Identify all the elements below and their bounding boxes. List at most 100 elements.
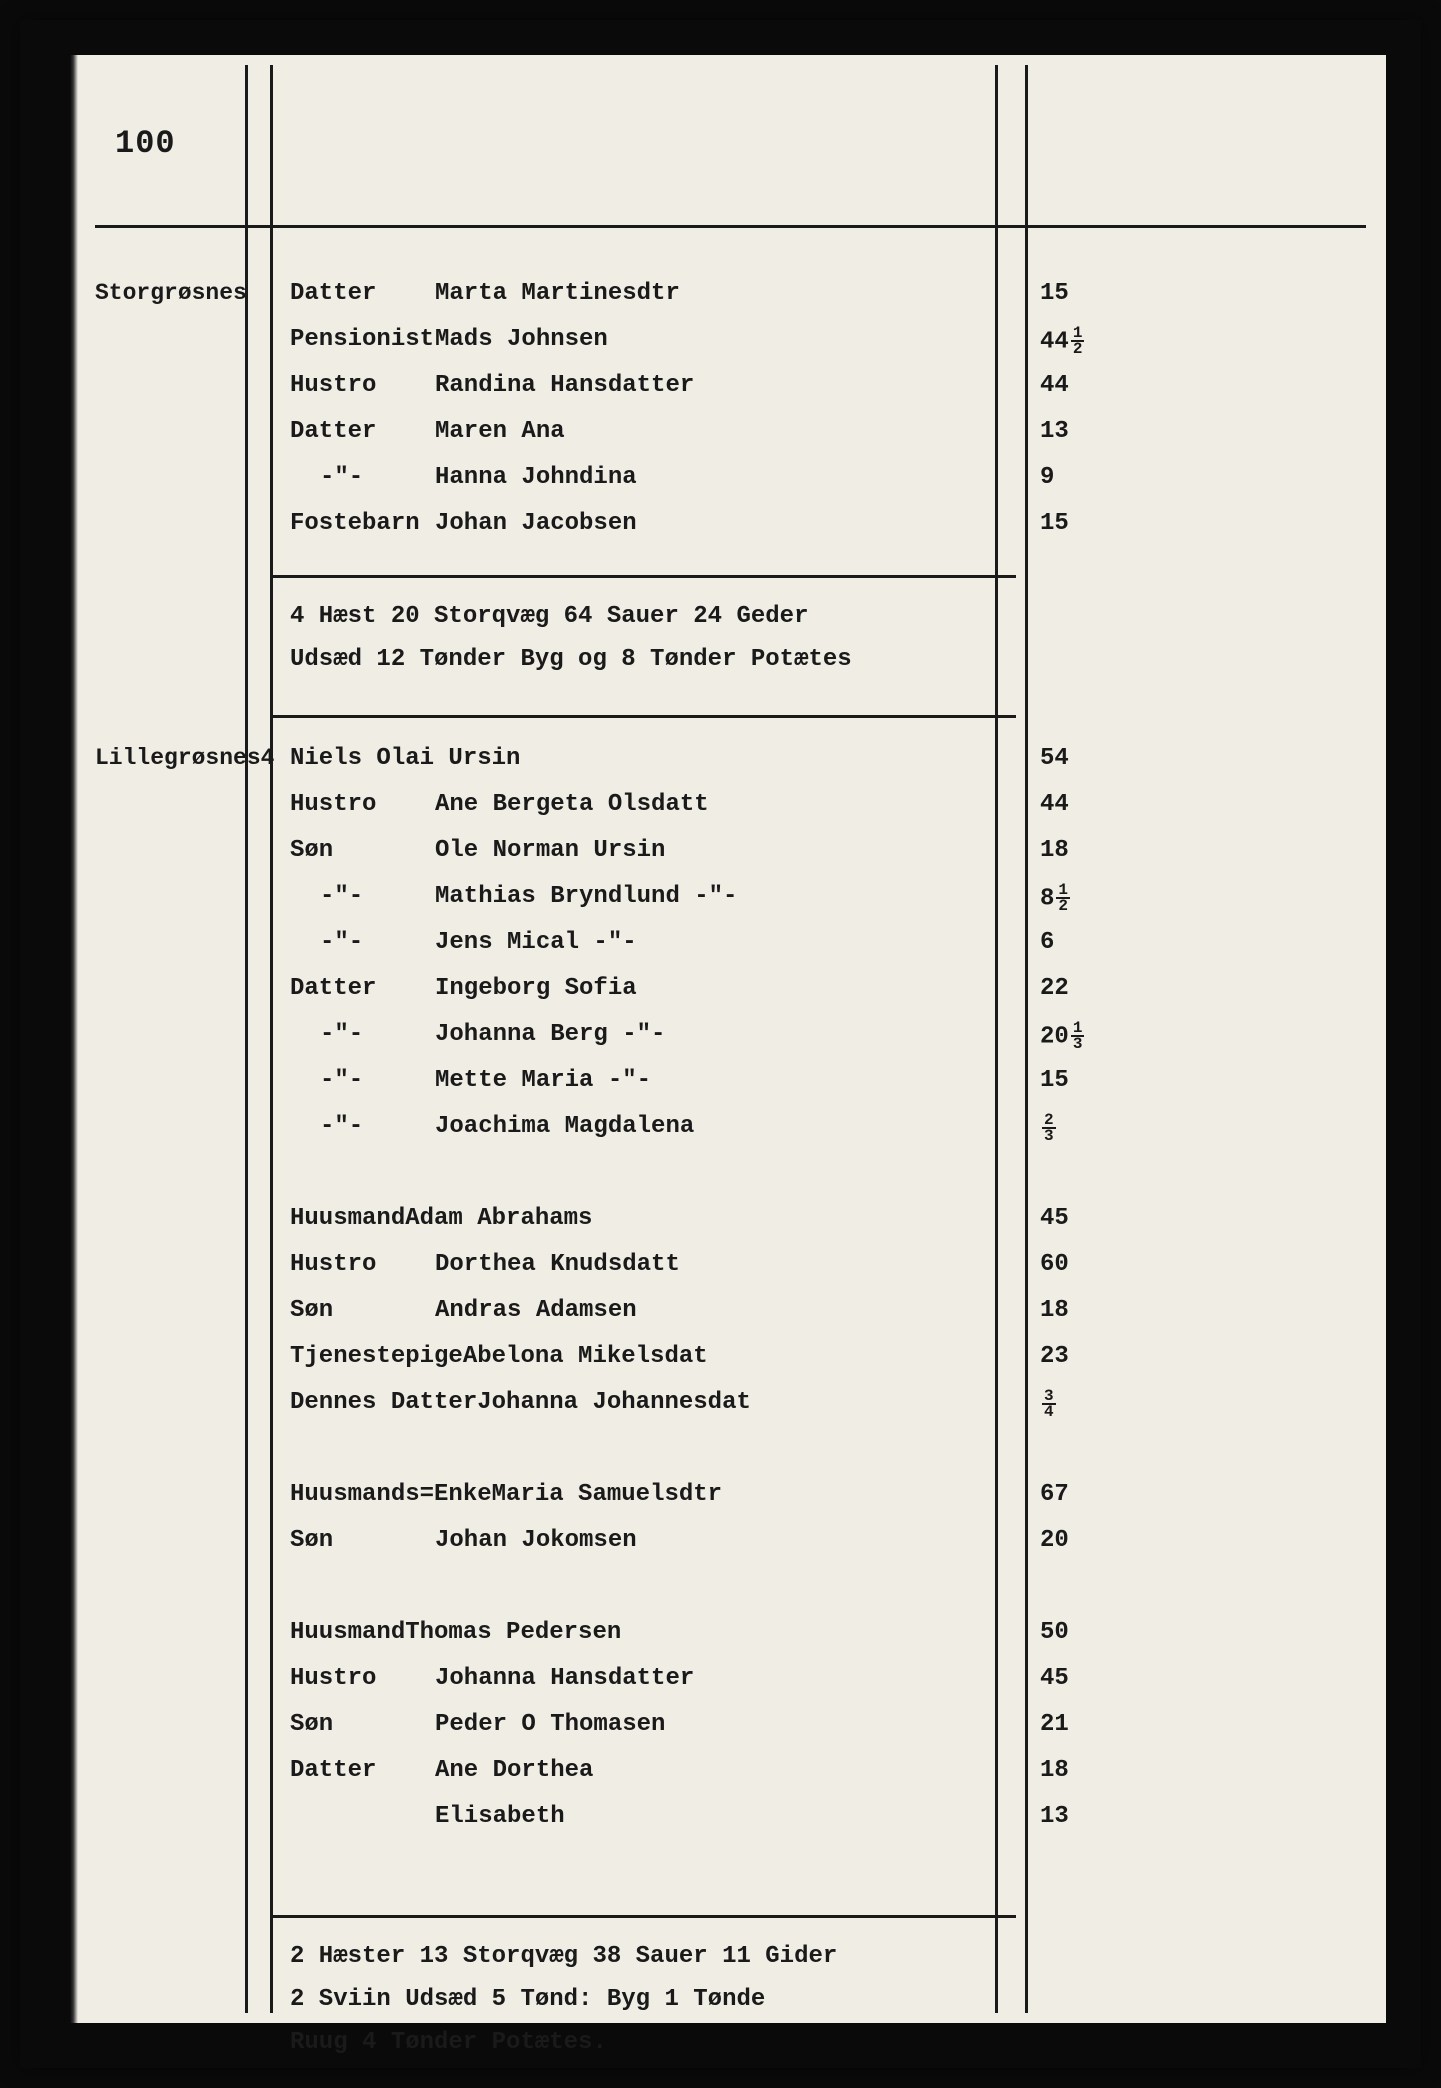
- entry-name: Johan Jacobsen: [435, 510, 637, 537]
- entry-name: Ole Norman Ursin: [435, 837, 665, 864]
- entry-name: Randina Hansdatter: [435, 372, 694, 399]
- entry-main: SønJohan Jokomsen: [290, 1527, 990, 1554]
- census-entry: FostebarnJohan Jacobsen 15: [95, 510, 1366, 556]
- content-area: 100 StorgrøsnesLillegrøsnes4 DatterMarta…: [95, 65, 1366, 2013]
- entry-name: Johanna Johannesdat: [477, 1389, 751, 1416]
- entry-name: Mette Maria -"-: [435, 1067, 651, 1094]
- entry-main: -"-Johanna Berg -"-: [290, 1021, 990, 1048]
- entry-role: Huusmands=Enke: [290, 1481, 492, 1508]
- entry-age: 67: [1040, 1481, 1120, 1508]
- entry-name: Johanna Berg -"-: [435, 1021, 665, 1048]
- census-entry: HustroJohanna Hansdatter45: [95, 1665, 1366, 1711]
- entry-main: -"-Mette Maria -"-: [290, 1067, 990, 1094]
- entry-age: 13: [1040, 1803, 1120, 1830]
- entry-role: Hustro: [290, 791, 435, 818]
- section-rule-2: [270, 715, 1016, 718]
- entry-main: Tjenestepige Abelona Mikelsdat: [290, 1343, 990, 1370]
- entry-role: Søn: [290, 1297, 435, 1324]
- entry-role: Huusmand: [290, 1205, 405, 1232]
- census-entry: DatterAne Dorthea 18: [95, 1757, 1366, 1803]
- census-entry: SønJohan Jokomsen 20: [95, 1527, 1366, 1573]
- entry-main: -"-Joachima Magdalena: [290, 1113, 990, 1140]
- census-entry: Huusmand Thomas Pedersen 50: [95, 1619, 1366, 1665]
- entry-name: Mads Johnsen: [435, 326, 608, 353]
- census-entry: SønPeder O Thomasen 21: [95, 1711, 1366, 1757]
- entry-role: -"-: [290, 464, 435, 491]
- entry-role: -"-: [290, 883, 435, 910]
- document-page: 100 StorgrøsnesLillegrøsnes4 DatterMarta…: [20, 20, 1421, 2068]
- entry-main: -"-Mathias Bryndlund -"-: [290, 883, 990, 910]
- census-entry: Tjenestepige Abelona Mikelsdat 23: [95, 1343, 1366, 1389]
- entry-name: Mathias Bryndlund -"-: [435, 883, 737, 910]
- entry-age: 50: [1040, 1619, 1120, 1646]
- entry-main: SønOle Norman Ursin: [290, 837, 990, 864]
- census-entry: -"-Joachima Magdalena 23: [95, 1113, 1366, 1159]
- entry-main: -"-Hanna Johndina: [290, 464, 990, 491]
- entry-name: Maren Ana: [435, 418, 565, 445]
- census-entry: Huusmands=Enke Maria Samuelsdtr 67: [95, 1481, 1366, 1527]
- census-entry: DatterMarta Martinesdtr15: [95, 280, 1366, 326]
- entry-age: 812: [1040, 883, 1120, 914]
- entry-role: Hustro: [290, 372, 435, 399]
- section-rule-1: [270, 575, 1016, 578]
- entry-role: Søn: [290, 837, 435, 864]
- entry-role: Søn: [290, 1527, 435, 1554]
- entry-name: Dorthea Knudsdatt: [435, 1251, 680, 1278]
- entry-main: SønAndras Adamsen: [290, 1297, 990, 1324]
- age-fraction: 23: [1042, 1113, 1056, 1144]
- entry-age: 22: [1040, 975, 1120, 1002]
- entry-role: -"-: [290, 1113, 435, 1140]
- entry-name: Jens Mical -"-: [435, 929, 637, 956]
- entry-name: Peder O Thomasen: [435, 1711, 665, 1738]
- entry-name: Hanna Johndina: [435, 464, 637, 491]
- entry-age: 15: [1040, 510, 1120, 537]
- census-entry: HustroAne Bergeta Olsdatt44: [95, 791, 1366, 837]
- entry-name: Ane Bergeta Olsdatt: [435, 791, 709, 818]
- census-entry: -"-Jens Mical -"- 6: [95, 929, 1366, 975]
- entry-role: Datter: [290, 1757, 435, 1784]
- entry-role: Hustro: [290, 1665, 435, 1692]
- entry-role: Søn: [290, 1711, 435, 1738]
- entry-age: 23: [1040, 1343, 1120, 1370]
- entry-role: Datter: [290, 418, 435, 445]
- entry-name: Johan Jokomsen: [435, 1527, 637, 1554]
- census-entry: Dennes Datter Johanna Johannesdat34: [95, 1389, 1366, 1435]
- entry-age: 6: [1040, 929, 1120, 956]
- entry-age: 60: [1040, 1251, 1120, 1278]
- entry-name: Maria Samuelsdtr: [492, 1481, 722, 1508]
- entry-age: 18: [1040, 1757, 1120, 1784]
- entry-age: 2013: [1040, 1021, 1120, 1052]
- header-rule: [95, 225, 1366, 228]
- entry-age: 21: [1040, 1711, 1120, 1738]
- entry-name: Marta Martinesdtr: [435, 280, 680, 307]
- entry-main: HustroAne Bergeta Olsdatt: [290, 791, 990, 818]
- age-fraction: 12: [1071, 326, 1085, 357]
- entry-name: Thomas Pedersen: [405, 1619, 621, 1646]
- entry-main: DatterMarta Martinesdtr: [290, 280, 990, 307]
- entry-age: 23: [1040, 1113, 1120, 1144]
- entry-role: Dennes Datter: [290, 1389, 477, 1416]
- census-entry: Niels Olai Ursin54: [95, 745, 1366, 791]
- entry-age: 54: [1040, 745, 1120, 772]
- entry-main: HustroRandina Hansdatter: [290, 372, 990, 399]
- page-number: 100: [115, 125, 176, 162]
- entry-main: FostebarnJohan Jacobsen: [290, 510, 990, 537]
- census-entry: PensionistMads Johnsen4412: [95, 326, 1366, 372]
- census-entry: SønAndras Adamsen18: [95, 1297, 1366, 1343]
- entry-role: -"-: [290, 1067, 435, 1094]
- entry-role: Datter: [290, 975, 435, 1002]
- census-entry: -"-Hanna Johndina9: [95, 464, 1366, 510]
- entry-main: Elisabeth: [290, 1803, 990, 1830]
- entry-name: Joachima Magdalena: [435, 1113, 694, 1140]
- census-entry: DatterMaren Ana13: [95, 418, 1366, 464]
- census-entry: SønOle Norman Ursin18: [95, 837, 1366, 883]
- entry-name: Abelona Mikelsdat: [463, 1343, 708, 1370]
- entry-age: 20: [1040, 1527, 1120, 1554]
- entry-name: Elisabeth: [435, 1803, 565, 1830]
- binding-edge: [70, 55, 78, 2023]
- census-entry: -"-Mathias Bryndlund -"- 812: [95, 883, 1366, 929]
- entry-name: Ane Dorthea: [435, 1757, 593, 1784]
- entry-role: -"-: [290, 929, 435, 956]
- entry-role: Huusmand: [290, 1619, 405, 1646]
- entry-main: HustroJohanna Hansdatter: [290, 1665, 990, 1692]
